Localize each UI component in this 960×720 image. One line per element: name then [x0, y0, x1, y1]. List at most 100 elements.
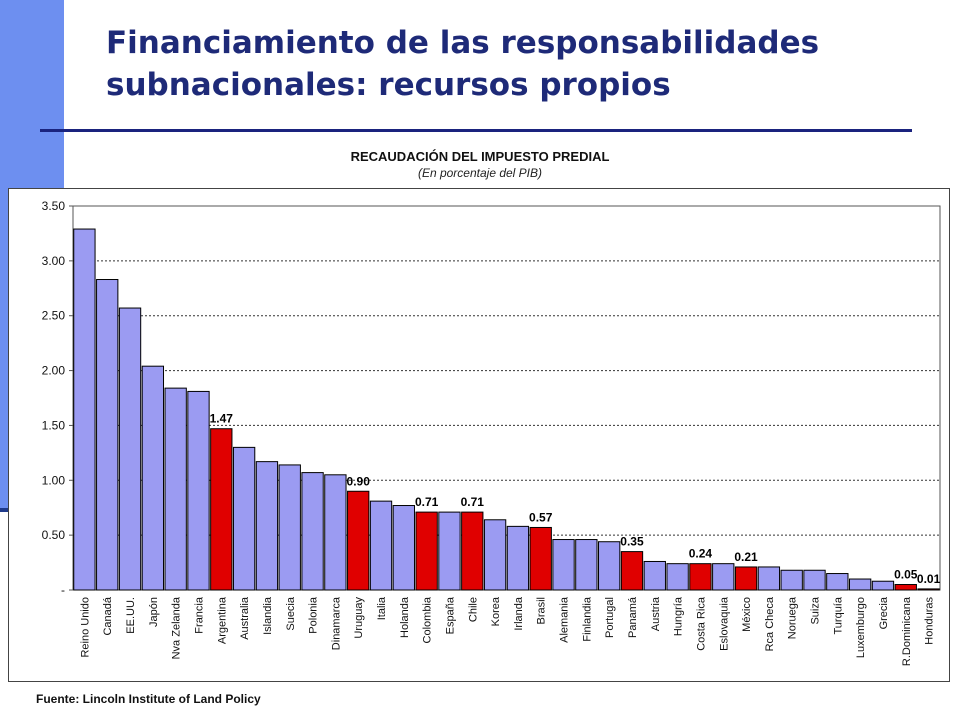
bar [301, 472, 324, 591]
category-label: Noruega [787, 596, 799, 639]
category-label: Polonia [308, 596, 320, 634]
bar [529, 526, 552, 591]
slide-title-line-2: subnacionales: recursos propios [106, 67, 671, 103]
category-label: Nva Zelanda [171, 596, 183, 659]
category-label: R.Dominicana [901, 596, 913, 666]
bar [164, 387, 187, 591]
bar [392, 505, 415, 591]
category-label: Brasil [536, 597, 548, 625]
bar-chart: - 0.50 1.00 1.50 2.00 2.50 3.00 3.50 Reino Unido… [42, 199, 941, 666]
data-label: 0.24 [689, 547, 713, 561]
category-label: Australia [239, 596, 251, 640]
plot-area-border [72, 205, 941, 591]
slide-title: Financiamiento de las responsabilidades … [106, 22, 926, 106]
bar [712, 563, 735, 591]
bar [734, 566, 758, 591]
left-accent-mark [0, 508, 14, 512]
bar [757, 566, 781, 591]
bar [666, 563, 689, 591]
category-label: Rca Checa [764, 596, 776, 651]
y-tick-label: 1.50 [42, 418, 66, 432]
data-label: 0.90 [347, 474, 371, 488]
y-tick-label: 3.00 [42, 254, 66, 268]
bar [141, 365, 165, 591]
data-label: 0.71 [461, 495, 485, 509]
category-label: Luxemburgo [855, 597, 867, 658]
bar [506, 525, 530, 591]
bar [278, 464, 301, 591]
y-tick-label: - [61, 583, 65, 597]
bar [255, 461, 279, 591]
category-label: Irlanda [513, 596, 525, 631]
y-tick-label: 2.00 [42, 364, 66, 378]
bar [461, 511, 484, 591]
category-label: Costa Rica [695, 596, 707, 651]
bar [118, 307, 142, 591]
category-label: Finlandia [581, 596, 593, 642]
category-label: Reino Unido [79, 597, 91, 658]
bar [347, 490, 370, 591]
bar [483, 519, 507, 591]
data-label: 0.35 [620, 535, 644, 549]
category-label: Portugal [604, 597, 616, 638]
chart-frame: - 0.50 1.00 1.50 2.00 2.50 3.00 3.50 Reino Unido… [8, 188, 950, 682]
category-label: Grecia [878, 596, 890, 629]
bar [438, 511, 461, 591]
data-label: 0.05 [894, 568, 918, 582]
y-tick-label: 1.00 [42, 473, 66, 487]
bar [643, 560, 666, 591]
category-label: EE.UU. [125, 597, 137, 634]
data-label: 0.57 [529, 510, 553, 524]
category-label: Korea [490, 596, 502, 626]
bar [575, 539, 598, 591]
category-label: Islandia [262, 596, 274, 635]
category-label: Italia [376, 596, 388, 620]
category-label: Japón [148, 597, 160, 627]
bar [780, 569, 803, 591]
category-label: Chile [467, 597, 479, 622]
bar [689, 563, 712, 591]
bar [871, 580, 895, 591]
bar [187, 390, 210, 591]
bar [73, 228, 96, 591]
bar [96, 279, 119, 591]
bar [826, 573, 849, 591]
y-tick-label: 0.50 [42, 528, 66, 542]
category-label: Suiza [810, 596, 822, 624]
bar [324, 474, 347, 591]
category-label: México [741, 597, 753, 632]
category-label: Suecia [285, 596, 297, 631]
bar [598, 541, 621, 591]
category-label: Eslovaquia [718, 596, 730, 651]
chart-subtitle: (En porcentaje del PIB) [417, 166, 543, 180]
data-label: 0.71 [415, 495, 439, 509]
category-label: Dinamarca [330, 596, 342, 650]
bar [232, 446, 256, 591]
category-label: Honduras [924, 597, 936, 645]
category-label: Holanda [399, 596, 411, 638]
category-label: Alemania [559, 596, 571, 643]
slide-title-line-1: Financiamiento de las responsabilidades [106, 25, 820, 61]
bar [415, 511, 438, 591]
bar [848, 578, 872, 591]
category-label: Colombia [422, 596, 434, 643]
category-label: Francia [193, 596, 205, 634]
bar [620, 551, 644, 591]
bar [552, 539, 575, 591]
category-label: Panamá [627, 596, 639, 638]
category-label: Hungría [673, 596, 685, 636]
category-label: España [444, 596, 456, 634]
chart-title: RECAUDACIÓN DEL IMPUESTO PREDIAL [350, 149, 610, 164]
bar [894, 584, 917, 591]
category-label: Argentina [216, 596, 228, 644]
title-underline [40, 129, 912, 132]
category-label: Uruguay [353, 597, 365, 639]
data-label: 0.01 [917, 572, 941, 586]
y-tick-label: 2.50 [42, 309, 66, 323]
y-tick-label: 3.50 [42, 199, 66, 213]
category-label: Turquía [832, 596, 844, 634]
bar [917, 588, 940, 591]
source-note: Fuente: Lincoln Institute of Land Policy [36, 692, 261, 706]
data-label: 1.47 [210, 412, 234, 426]
bar [369, 500, 393, 591]
